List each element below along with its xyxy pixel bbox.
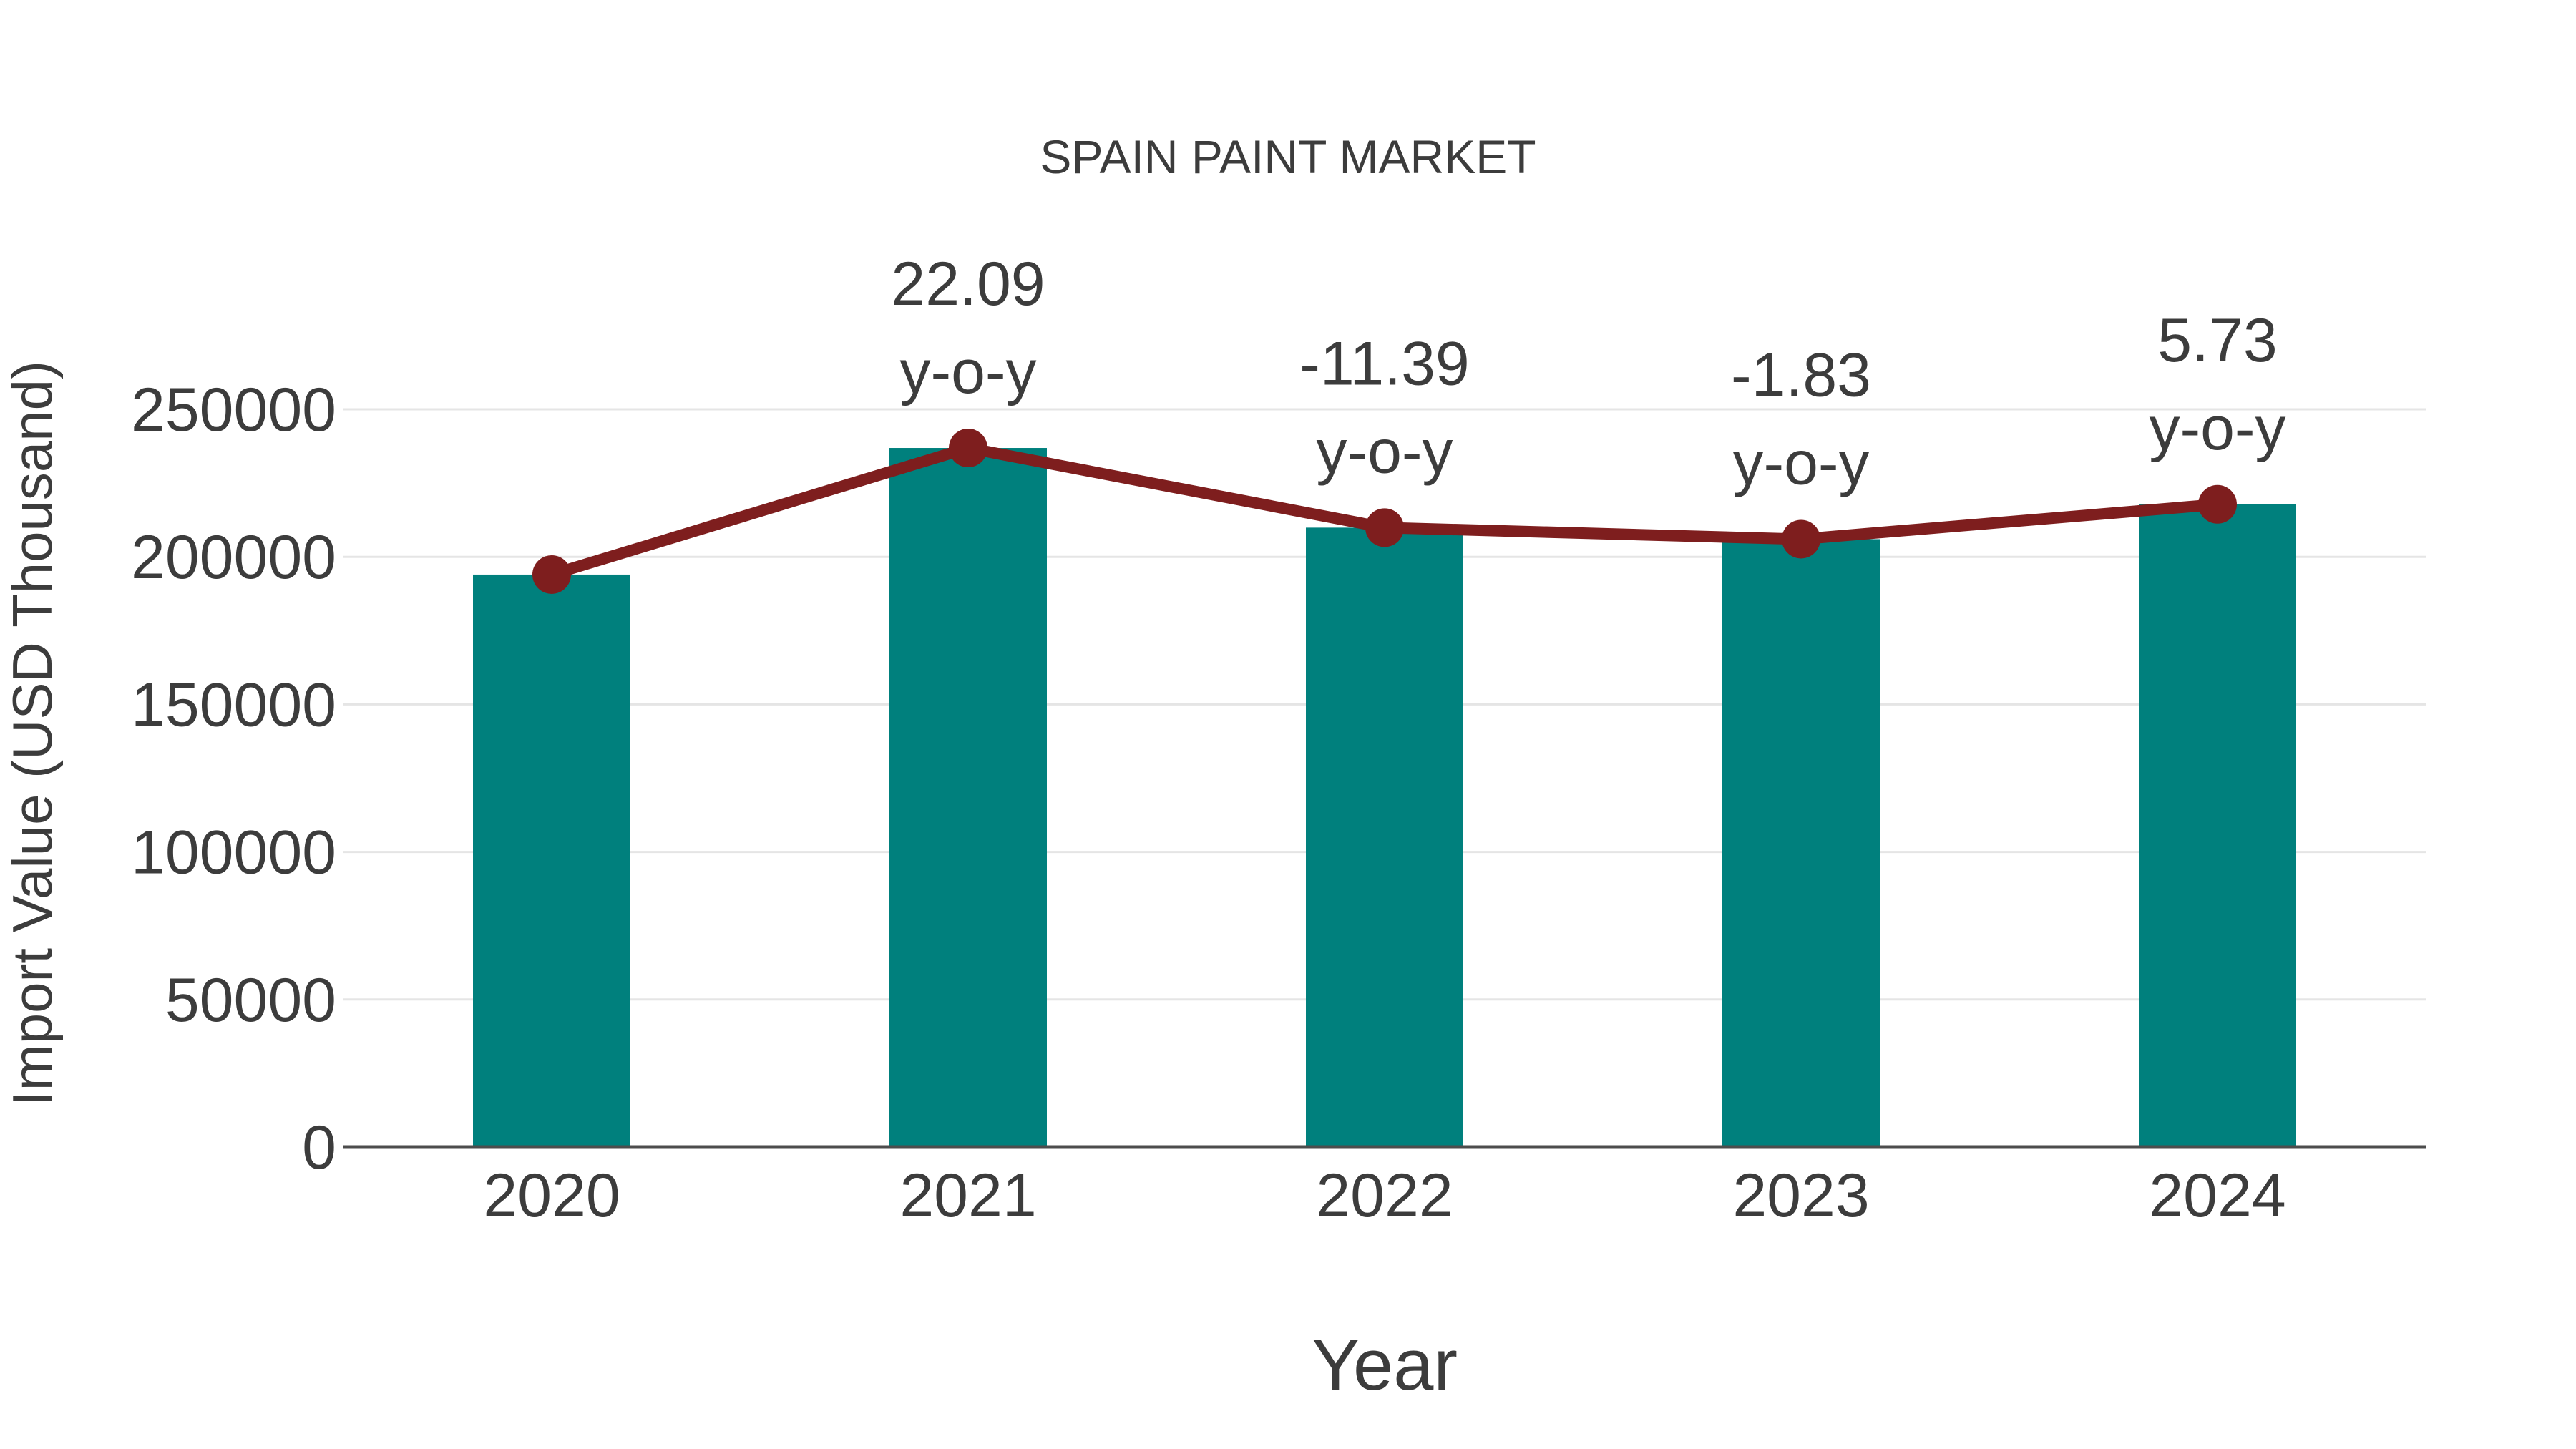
bar-2022 [1306, 527, 1463, 1147]
trend-point-2020 [532, 555, 571, 594]
yoy-value-2021: 22.09 [891, 250, 1045, 318]
yoy-suffix-2021: y-o-y [899, 338, 1036, 406]
x-tick-label-2022: 2022 [1316, 1161, 1453, 1230]
trend-point-2021 [949, 429, 987, 468]
bar-2020 [473, 574, 630, 1147]
bar-series-layer [473, 448, 2296, 1147]
annotation-layer: 22.09 y-o-y -11.39 y-o-y -1.83 y-o-y 5.73 y-o-y [891, 250, 2285, 497]
y-tick-label-100000: 100000 [131, 819, 336, 887]
x-axis-title: Year [1312, 1325, 1458, 1405]
bar-2024 [2139, 504, 2296, 1147]
y-tick-label-50000: 50000 [165, 966, 336, 1035]
trend-point-2024 [2198, 484, 2237, 524]
yoy-value-2022: -11.39 [1299, 329, 1469, 398]
x-tick-label-2024: 2024 [2149, 1161, 2285, 1230]
yoy-value-2024: 5.73 [2157, 306, 2277, 375]
bar-2023 [1722, 539, 1880, 1147]
yoy-value-2023: -1.83 [1731, 341, 1871, 409]
x-tick-label-2021: 2021 [899, 1161, 1036, 1230]
bar-2021 [889, 448, 1047, 1147]
trend-point-2023 [1782, 519, 1820, 559]
y-axis-title: Import Value (USD Thousand) [1, 361, 64, 1106]
yoy-suffix-2024: y-o-y [2149, 394, 2285, 463]
tick-label-layer: 0 50000 100000 150000 200000 250000 2020 2021 20… [131, 376, 2286, 1230]
y-tick-label-150000: 150000 [131, 670, 336, 739]
x-tick-label-2023: 2023 [1732, 1161, 1869, 1230]
yoy-suffix-2023: y-o-y [1732, 429, 1869, 497]
y-tick-label-250000: 250000 [131, 376, 336, 444]
chart-title: SPAIN PAINT MARKET [1040, 130, 1536, 183]
x-tick-label-2020: 2020 [483, 1161, 620, 1230]
y-tick-label-0: 0 [302, 1113, 336, 1182]
trend-point-2022 [1365, 508, 1404, 547]
line-series-layer [532, 429, 2237, 594]
y-tick-label-200000: 200000 [131, 523, 336, 592]
yoy-suffix-2022: y-o-y [1316, 417, 1453, 486]
